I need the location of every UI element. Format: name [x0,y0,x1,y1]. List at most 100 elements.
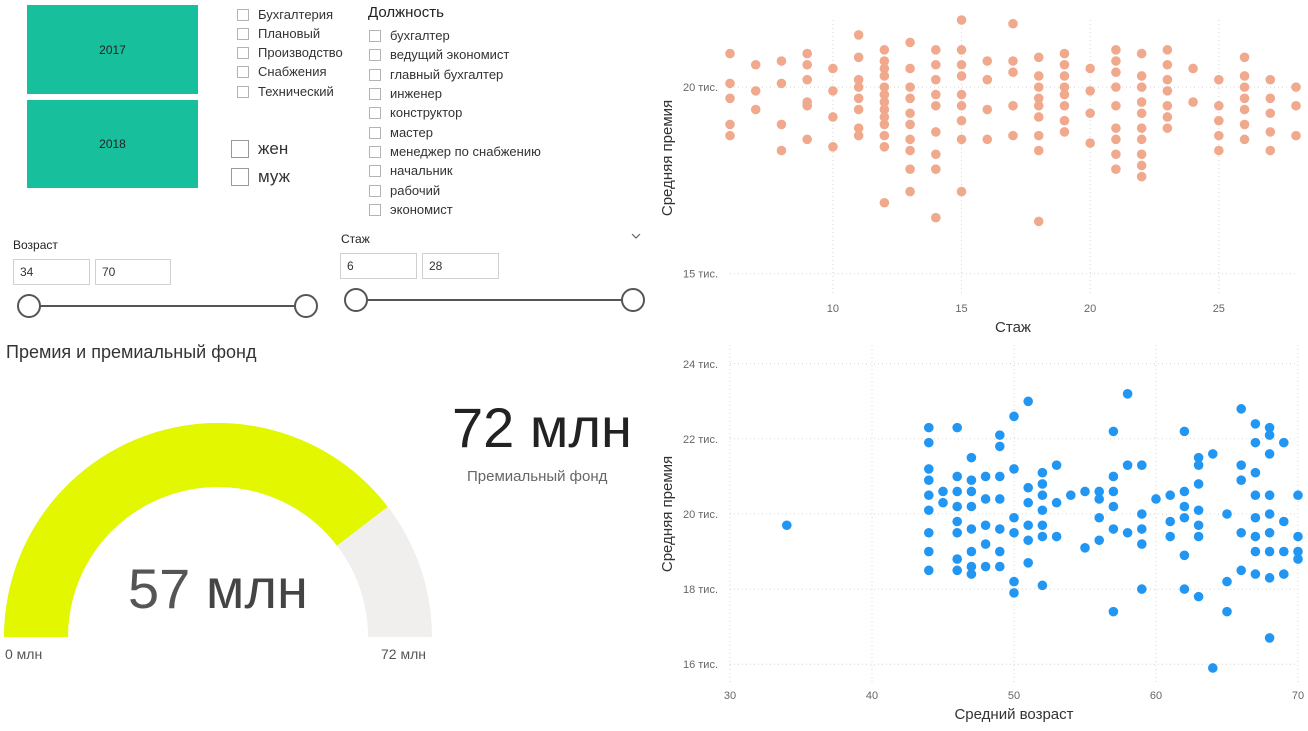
scatter-point [1023,535,1033,546]
checkbox[interactable] [369,106,381,119]
position-item[interactable]: мастер [369,125,433,140]
age-min-input[interactable]: 34 [13,259,90,285]
year-tile-2017[interactable]: 2017 [27,5,198,94]
tenure-max-input[interactable]: 28 [422,253,499,279]
scatter-point [879,142,890,152]
scatter-point [1236,475,1246,485]
position-label: мастер [390,125,433,140]
scatter-point [1037,479,1048,489]
gauge-chart [4,423,432,637]
tenure-slider-max-handle[interactable] [621,288,645,312]
scatter-point [966,569,977,579]
scatter-point [966,546,977,557]
scatter-point [931,164,941,174]
checkbox[interactable] [237,46,249,59]
age-max-input[interactable]: 70 [95,259,171,285]
scatter-point [1023,520,1033,531]
scatter-point [931,74,941,85]
checkbox[interactable] [369,184,381,197]
scatter-point [1179,486,1190,497]
checkbox[interactable] [237,8,249,21]
scatter-point [1264,509,1275,519]
department-item[interactable]: Технический [237,84,334,99]
checkbox[interactable] [369,87,381,100]
scatter-point [1037,505,1048,516]
department-item[interactable]: Плановый [237,26,320,41]
checkbox[interactable] [231,168,249,186]
scatter-point [1222,509,1232,519]
checkbox[interactable] [231,140,249,158]
scatter-point [1136,171,1147,182]
x-axis-label: Стаж [995,319,1031,336]
scatter-point [1162,59,1173,70]
position-label: ведущий экономист [390,47,510,62]
scatter-point [1008,100,1018,111]
scatter-point [1111,56,1121,66]
scatter-point [879,97,890,107]
checkbox[interactable] [369,145,381,158]
tenure-slider-min-handle[interactable] [344,288,368,312]
position-item[interactable]: рабочий [369,183,440,198]
age-slider-track[interactable] [29,305,306,307]
scatter-point [1279,546,1289,557]
scatter-point [1059,82,1070,92]
tenure-min-input[interactable]: 6 [340,253,417,279]
checkbox[interactable] [237,85,249,98]
scatter-point [1023,482,1033,493]
checkbox[interactable] [369,164,381,177]
kpi-value: 72 млн [452,396,632,459]
scatter-point [905,93,915,104]
scatter-point [1193,505,1204,516]
checkbox[interactable] [369,29,381,42]
department-item[interactable]: Снабжения [237,64,327,79]
scatter-point [725,48,735,59]
position-item[interactable]: главный бухгалтер [369,67,503,82]
checkbox[interactable] [369,126,381,139]
scatter-point [1264,490,1275,501]
scatter-point [1033,52,1044,63]
position-item[interactable]: ведущий экономист [369,47,509,62]
scatter-point [1279,437,1289,448]
scatter-point [1137,460,1147,470]
checkbox[interactable] [369,203,381,216]
scatter-point [1111,45,1121,55]
gauge-title: Премия и премиальный фонд [6,342,257,362]
department-label: Плановый [258,26,321,41]
year-tile-2018[interactable]: 2018 [27,100,198,188]
chevron-down-icon[interactable] [630,229,642,241]
scatter-point [1008,18,1018,29]
tenure-slider-track[interactable] [356,299,633,301]
checkbox[interactable] [369,48,381,61]
x-tick-label: 70 [1292,690,1304,702]
scatter-point [1193,460,1204,470]
position-item[interactable]: начальник [369,163,453,178]
position-item[interactable]: менеджер по снабжению [369,144,541,159]
scatter-point [879,63,890,74]
scatter-point [1239,52,1250,63]
age-slider-max-handle[interactable] [294,294,318,318]
position-item[interactable]: бухгалтер [369,28,450,43]
scatter-point [995,524,1005,534]
scatter-point [1008,67,1018,78]
scatter-point [1250,490,1261,501]
position-item[interactable]: конструктор [369,105,462,120]
scatter-point [905,145,915,156]
checkbox[interactable] [237,27,249,40]
scatter-point [853,52,864,63]
scatter-point [802,134,812,145]
checkbox[interactable] [369,68,381,81]
position-item[interactable]: экономист [369,202,453,217]
position-item[interactable]: инженер [369,86,442,101]
gender-item-male[interactable]: муж [231,167,290,187]
scatter-point [952,565,962,576]
scatter-point [1136,48,1147,59]
checkbox[interactable] [237,65,249,78]
kpi-label: Премиальный фонд [467,468,608,485]
scatter-point [802,100,812,111]
scatter-point [1122,389,1133,399]
gender-item-female[interactable]: жен [231,139,288,159]
age-slider-min-handle[interactable] [17,294,41,318]
department-item[interactable]: Производство [237,45,343,60]
scatter-point [853,104,864,115]
department-item[interactable]: Бухгалтерия [237,7,333,22]
